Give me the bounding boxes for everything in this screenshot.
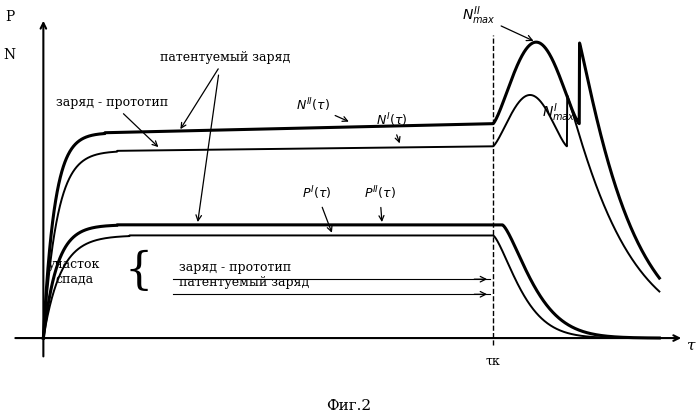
Text: {: { xyxy=(124,250,153,293)
Text: P: P xyxy=(5,10,14,24)
Text: $N^{II}(τ)$: $N^{II}(τ)$ xyxy=(296,97,347,121)
Text: $N^{I}_{max}$: $N^{I}_{max}$ xyxy=(542,101,576,124)
Text: $P^{II}(τ)$: $P^{II}(τ)$ xyxy=(363,184,396,221)
Text: $N^{II}_{max}$: $N^{II}_{max}$ xyxy=(462,5,533,40)
Text: заряд - прототип: заряд - прототип xyxy=(179,261,291,274)
Text: N: N xyxy=(3,48,15,62)
Text: патентуемый заряд: патентуемый заряд xyxy=(160,51,291,128)
Text: τк: τк xyxy=(486,355,500,368)
Text: участок
спада: участок спада xyxy=(48,258,101,286)
Text: Фиг.2: Фиг.2 xyxy=(326,398,371,412)
Text: патентуемый заряд: патентуемый заряд xyxy=(179,276,309,289)
Text: $P^{I}(τ)$: $P^{I}(τ)$ xyxy=(302,184,332,232)
Text: заряд - прототип: заряд - прототип xyxy=(56,96,168,146)
Text: τ: τ xyxy=(687,339,696,353)
Text: $N^{I}(τ)$: $N^{I}(τ)$ xyxy=(376,112,408,142)
